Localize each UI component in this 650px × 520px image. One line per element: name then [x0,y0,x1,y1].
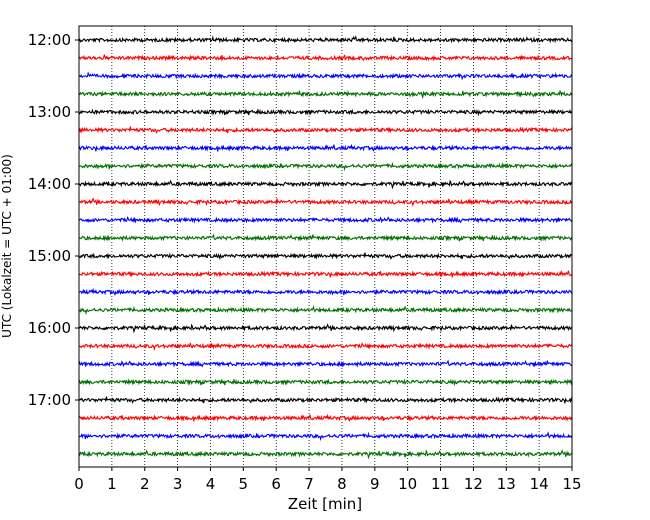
x-axis-label: Zeit [min] [288,495,362,513]
plot-frame [78,25,573,468]
trace-1300 [78,108,573,117]
trace-1315 [78,126,573,134]
x-tick-label-12: 12 [464,475,483,493]
y-axis-ticks: 12:00 13:00 14:00 15:00 16:00 17:00 [28,31,79,409]
trace-1330 [78,143,573,152]
trace-1345 [78,161,573,172]
trace-1430 [78,216,573,224]
trace-1245 [78,89,573,100]
trace-1545 [78,305,573,316]
trace-1500 [78,252,573,261]
plot-background [79,26,572,467]
x-tick-label-10: 10 [398,475,417,493]
x-tick-label-4: 4 [206,475,216,493]
y-tick-label-1300: 13:00 [28,103,71,121]
trace-1745 [78,449,573,460]
y-tick-label-1400: 14:00 [28,175,71,193]
x-tick-label-2: 2 [140,475,150,493]
x-tick-label-3: 3 [173,475,183,493]
trace-1615 [78,342,573,351]
x-tick-label-14: 14 [530,475,549,493]
trace-1530 [79,287,573,296]
x-tick-label-5: 5 [239,475,249,493]
x-tick-label-0: 0 [74,475,84,493]
x-tick-label-1: 1 [107,475,117,493]
x-tick-label-13: 13 [497,475,516,493]
trace-1515 [78,270,573,278]
trace-1730 [78,431,573,442]
x-tick-label-9: 9 [370,475,380,493]
trace-1630 [78,359,573,368]
trace-1415 [78,197,573,207]
trace-1445 [78,233,573,242]
trace-1700 [78,396,573,405]
y-tick-label-1500: 15:00 [28,247,71,265]
trace-1645 [78,378,573,387]
x-tick-label-11: 11 [431,475,450,493]
trace-1215 [78,54,573,62]
x-axis-ticks: 0 1 2 3 4 5 6 7 8 9 10 11 12 13 14 15 [74,467,582,493]
y-tick-label-1200: 12:00 [28,31,71,49]
x-tick-label-7: 7 [304,475,314,493]
trace-1230 [78,71,573,81]
trace-1600 [78,323,573,334]
trace-1715 [78,413,573,422]
y-axis-label: UTC (Lokalzeit = UTC + 01:00) [0,154,14,338]
trace-1200 [78,35,573,44]
y-tick-label-1600: 16:00 [28,319,71,337]
y-tick-label-1700: 17:00 [28,391,71,409]
x-tick-label-8: 8 [337,475,347,493]
x-tick-label-6: 6 [271,475,281,493]
trace-1400 [78,179,573,190]
x-tick-label-15: 15 [562,475,581,493]
trace-group [78,35,573,460]
